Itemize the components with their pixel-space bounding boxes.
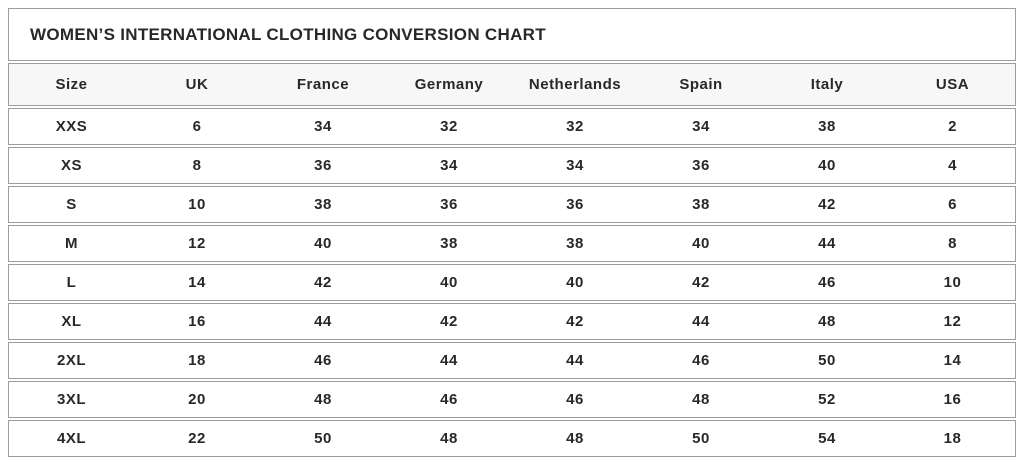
size-cell: S	[8, 186, 134, 223]
value-cell: 16	[134, 303, 260, 340]
value-cell: 10	[134, 186, 260, 223]
size-cell: 2XL	[8, 342, 134, 379]
value-cell: 18	[890, 420, 1016, 457]
value-cell: 48	[386, 420, 512, 457]
value-cell: 54	[764, 420, 890, 457]
value-cell: 44	[512, 342, 638, 379]
value-cell: 32	[512, 108, 638, 145]
value-cell: 8	[134, 147, 260, 184]
value-cell: 52	[764, 381, 890, 418]
value-cell: 6	[134, 108, 260, 145]
table-row: S 10 38 36 36 38 42 6	[8, 186, 1016, 223]
column-header-1: UK	[134, 63, 260, 106]
value-cell: 48	[260, 381, 386, 418]
table-row: XXS 6 34 32 32 34 38 2	[8, 108, 1016, 145]
conversion-table: Size UK France Germany Netherlands Spain Italy…	[8, 61, 1016, 459]
value-cell: 34	[386, 147, 512, 184]
value-cell: 36	[260, 147, 386, 184]
table-header-row: Size UK France Germany Netherlands Spain Italy…	[8, 63, 1016, 106]
size-cell: 4XL	[8, 420, 134, 457]
value-cell: 48	[512, 420, 638, 457]
value-cell: 46	[638, 342, 764, 379]
column-header-2: France	[260, 63, 386, 106]
value-cell: 38	[638, 186, 764, 223]
value-cell: 42	[512, 303, 638, 340]
value-cell: 36	[386, 186, 512, 223]
value-cell: 46	[386, 381, 512, 418]
size-cell: XL	[8, 303, 134, 340]
value-cell: 38	[764, 108, 890, 145]
chart-title-bar: WOMEN’S INTERNATIONAL CLOTHING CONVERSIO…	[8, 8, 1016, 61]
conversion-chart: WOMEN’S INTERNATIONAL CLOTHING CONVERSIO…	[8, 8, 1016, 459]
value-cell: 38	[260, 186, 386, 223]
value-cell: 42	[764, 186, 890, 223]
value-cell: 50	[260, 420, 386, 457]
value-cell: 34	[512, 147, 638, 184]
table-row: L 14 42 40 40 42 46 10	[8, 264, 1016, 301]
value-cell: 44	[386, 342, 512, 379]
table-body: XXS 6 34 32 32 34 38 2 XS 8 36 34 34 36 40 4 S 10 38 36 36 38…	[8, 108, 1016, 457]
value-cell: 20	[134, 381, 260, 418]
value-cell: 40	[638, 225, 764, 262]
value-cell: 16	[890, 381, 1016, 418]
table-row: XS 8 36 34 34 36 40 4	[8, 147, 1016, 184]
table-row: 4XL 22 50 48 48 50 54 18	[8, 420, 1016, 457]
table-row: M 12 40 38 38 40 44 8	[8, 225, 1016, 262]
value-cell: 36	[512, 186, 638, 223]
value-cell: 44	[260, 303, 386, 340]
value-cell: 40	[512, 264, 638, 301]
value-cell: 46	[512, 381, 638, 418]
value-cell: 2	[890, 108, 1016, 145]
table-row: 3XL 20 48 46 46 48 52 16	[8, 381, 1016, 418]
value-cell: 42	[638, 264, 764, 301]
value-cell: 6	[890, 186, 1016, 223]
value-cell: 40	[260, 225, 386, 262]
size-cell: M	[8, 225, 134, 262]
column-header-5: Spain	[638, 63, 764, 106]
size-cell: XXS	[8, 108, 134, 145]
value-cell: 14	[890, 342, 1016, 379]
value-cell: 10	[890, 264, 1016, 301]
value-cell: 34	[638, 108, 764, 145]
column-header-6: Italy	[764, 63, 890, 106]
column-header-7: USA	[890, 63, 1016, 106]
table-row: 2XL 18 46 44 44 46 50 14	[8, 342, 1016, 379]
value-cell: 14	[134, 264, 260, 301]
value-cell: 8	[890, 225, 1016, 262]
value-cell: 12	[134, 225, 260, 262]
value-cell: 48	[764, 303, 890, 340]
size-cell: XS	[8, 147, 134, 184]
column-header-3: Germany	[386, 63, 512, 106]
value-cell: 44	[764, 225, 890, 262]
column-header-0: Size	[8, 63, 134, 106]
value-cell: 42	[260, 264, 386, 301]
table-row: XL 16 44 42 42 44 48 12	[8, 303, 1016, 340]
value-cell: 36	[638, 147, 764, 184]
value-cell: 4	[890, 147, 1016, 184]
value-cell: 22	[134, 420, 260, 457]
value-cell: 44	[638, 303, 764, 340]
value-cell: 46	[260, 342, 386, 379]
value-cell: 50	[764, 342, 890, 379]
value-cell: 42	[386, 303, 512, 340]
table-header: Size UK France Germany Netherlands Spain Italy…	[8, 63, 1016, 106]
value-cell: 40	[764, 147, 890, 184]
size-cell: L	[8, 264, 134, 301]
value-cell: 46	[764, 264, 890, 301]
value-cell: 38	[512, 225, 638, 262]
value-cell: 50	[638, 420, 764, 457]
value-cell: 32	[386, 108, 512, 145]
page-title: WOMEN’S INTERNATIONAL CLOTHING CONVERSIO…	[30, 25, 546, 44]
value-cell: 12	[890, 303, 1016, 340]
value-cell: 48	[638, 381, 764, 418]
value-cell: 40	[386, 264, 512, 301]
value-cell: 18	[134, 342, 260, 379]
size-cell: 3XL	[8, 381, 134, 418]
value-cell: 38	[386, 225, 512, 262]
column-header-4: Netherlands	[512, 63, 638, 106]
value-cell: 34	[260, 108, 386, 145]
